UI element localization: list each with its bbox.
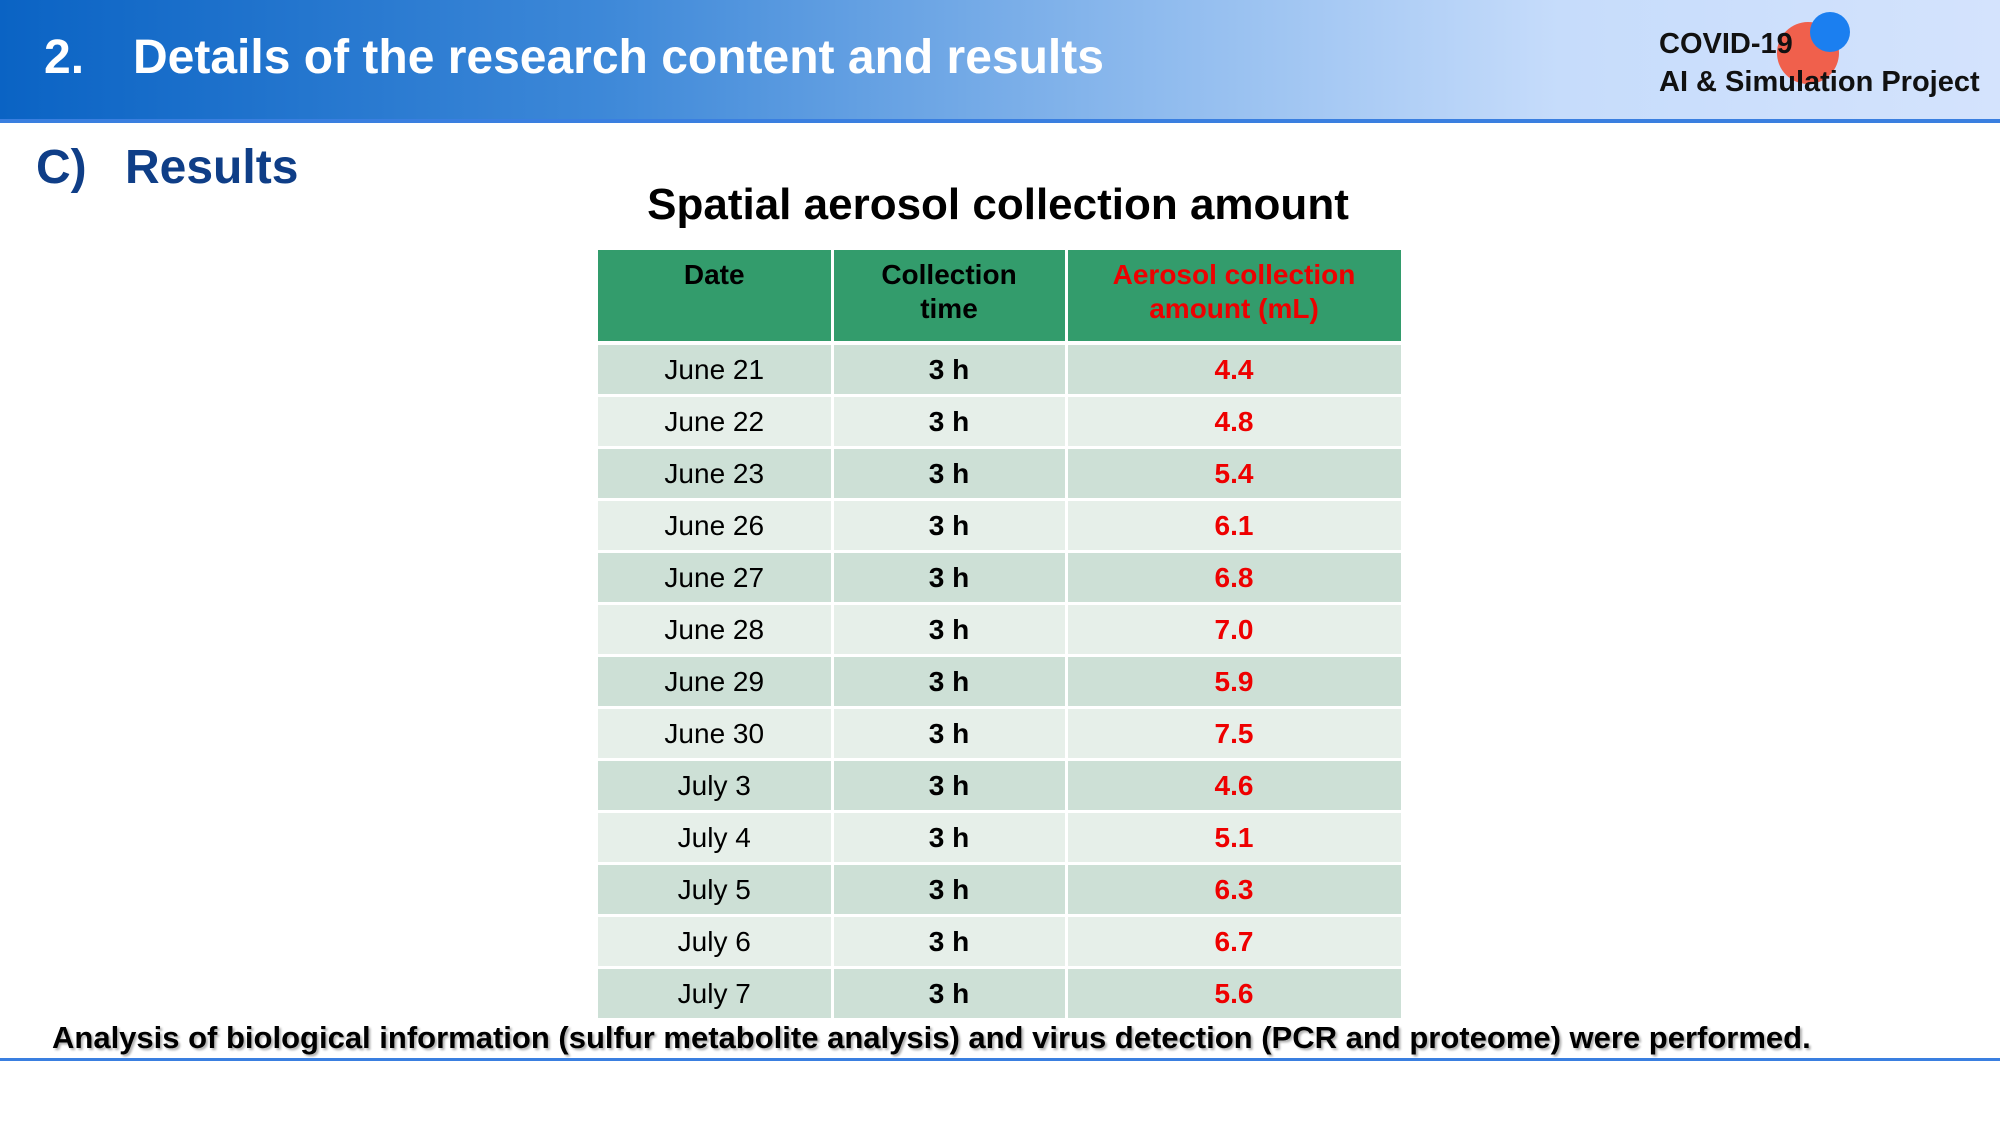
time-cell: 3 h xyxy=(832,655,1068,709)
amount-cell: 6.7 xyxy=(1066,915,1404,969)
table-row: June 22 3 h 4.8 xyxy=(598,395,1404,449)
section-number: 2. xyxy=(44,31,85,84)
table-row: July 3 3 h 4.6 xyxy=(598,759,1404,813)
amount-cell: 6.3 xyxy=(1066,863,1404,917)
aerosol-table: Date Collection time Aerosol collection am… xyxy=(598,250,1404,1021)
footer-summary: Analysis of biological information (sulf… xyxy=(52,1020,1811,1055)
table-row: June 30 3 h 7.5 xyxy=(598,707,1404,761)
header-date: Date xyxy=(598,250,834,345)
amount-cell: 5.4 xyxy=(1066,447,1404,501)
amount-cell: 6.8 xyxy=(1066,551,1404,605)
amount-cell: 6.1 xyxy=(1066,499,1404,553)
slide-title: Details of the research content and resu… xyxy=(133,31,1104,84)
date-cell: July 4 xyxy=(598,811,834,865)
time-cell: 3 h xyxy=(832,759,1068,813)
table-row: July 4 3 h 5.1 xyxy=(598,811,1404,865)
time-cell: 3 h xyxy=(832,707,1068,761)
header-amount-line1: Aerosol collection xyxy=(1112,259,1356,290)
header-divider xyxy=(0,119,2000,123)
header-amount-line2: amount (mL) xyxy=(1149,293,1319,324)
amount-cell: 5.9 xyxy=(1066,655,1404,709)
logo-blue-circle-icon xyxy=(1810,12,1850,52)
date-cell: July 6 xyxy=(598,915,834,969)
time-cell: 3 h xyxy=(832,499,1068,553)
time-cell: 3 h xyxy=(832,551,1068,605)
time-cell: 3 h xyxy=(832,915,1068,969)
amount-cell: 5.1 xyxy=(1066,811,1404,865)
table-title: Spatial aerosol collection amount xyxy=(647,180,1349,229)
amount-cell: 4.6 xyxy=(1066,759,1404,813)
header-time-line1: Collection xyxy=(881,259,1017,290)
date-cell: June 21 xyxy=(598,343,834,397)
date-cell: June 28 xyxy=(598,603,834,657)
amount-cell: 4.8 xyxy=(1066,395,1404,449)
time-cell: 3 h xyxy=(832,967,1068,1021)
date-cell: June 29 xyxy=(598,655,834,709)
date-cell: June 27 xyxy=(598,551,834,605)
table-row: June 26 3 h 6.1 xyxy=(598,499,1404,553)
section-letter: C) xyxy=(36,141,87,194)
amount-cell: 7.5 xyxy=(1066,707,1404,761)
time-cell: 3 h xyxy=(832,447,1068,501)
header-time-line2: time xyxy=(920,293,978,324)
table-row: July 5 3 h 6.3 xyxy=(598,863,1404,917)
time-cell: 3 h xyxy=(832,863,1068,917)
section-title: Results xyxy=(125,141,299,194)
date-cell: July 5 xyxy=(598,863,834,917)
table-row: July 7 3 h 5.6 xyxy=(598,967,1404,1021)
date-cell: June 22 xyxy=(598,395,834,449)
time-cell: 3 h xyxy=(832,343,1068,397)
table-row: June 21 3 h 4.4 xyxy=(598,343,1404,397)
amount-cell: 5.6 xyxy=(1066,967,1404,1021)
date-cell: June 26 xyxy=(598,499,834,553)
logo-text-line1: COVID-19 xyxy=(1659,28,1793,60)
project-logo: COVID-19 AI & Simulation Project xyxy=(1655,12,1995,108)
table-row: July 6 3 h 6.7 xyxy=(598,915,1404,969)
table-row: June 28 3 h 7.0 xyxy=(598,603,1404,657)
table-row: June 29 3 h 5.9 xyxy=(598,655,1404,709)
date-cell: June 23 xyxy=(598,447,834,501)
amount-cell: 7.0 xyxy=(1066,603,1404,657)
header-collection-time: Collection time xyxy=(832,250,1068,345)
time-cell: 3 h xyxy=(832,395,1068,449)
table-row: June 27 3 h 6.8 xyxy=(598,551,1404,605)
time-cell: 3 h xyxy=(832,811,1068,865)
footer-divider xyxy=(0,1058,2000,1061)
header-aerosol-amount: Aerosol collection amount (mL) xyxy=(1066,250,1404,345)
time-cell: 3 h xyxy=(832,603,1068,657)
date-cell: July 7 xyxy=(598,967,834,1021)
logo-text-line2: AI & Simulation Project xyxy=(1659,66,1980,98)
date-cell: June 30 xyxy=(598,707,834,761)
date-cell: July 3 xyxy=(598,759,834,813)
slide-header: 2. Details of the research content and r… xyxy=(0,0,2000,120)
table-header-row: Date Collection time Aerosol collection am… xyxy=(598,250,1404,345)
header-date-label: Date xyxy=(683,259,745,290)
table-row: June 23 3 h 5.4 xyxy=(598,447,1404,501)
amount-cell: 4.4 xyxy=(1066,343,1404,397)
